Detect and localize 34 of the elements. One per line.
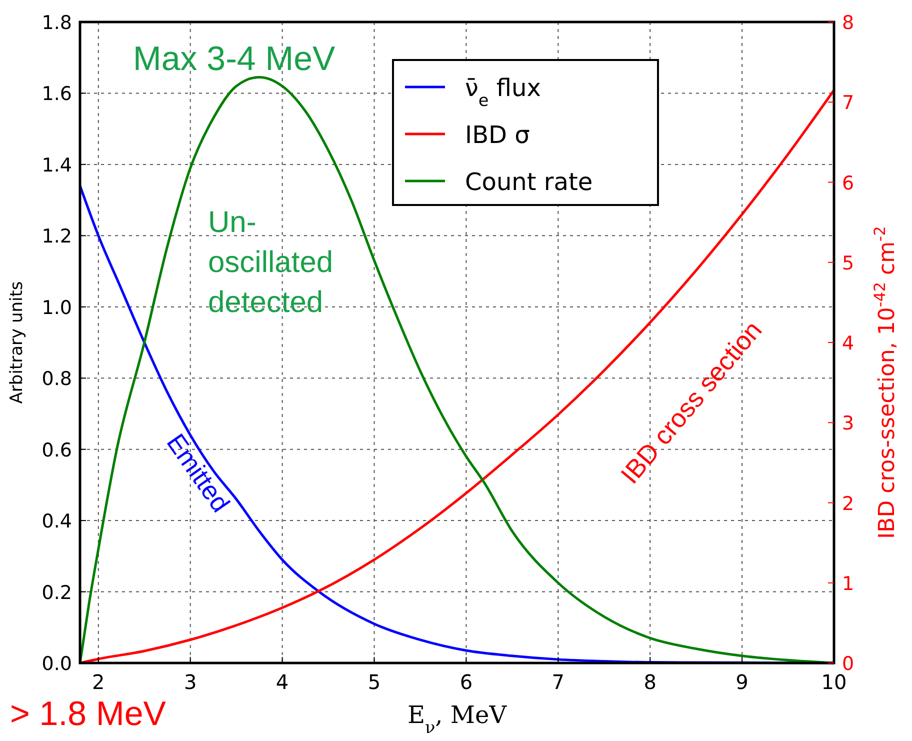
y-tick-label: 1.8 [42, 12, 72, 34]
y2-tick-label: 1 [842, 572, 854, 595]
y-tick-label: 0.6 [42, 439, 72, 462]
x-tick-label: 4 [276, 670, 289, 694]
y-tick-label: 0.0 [42, 653, 72, 675]
legend-label: IBD σ [465, 121, 530, 149]
text: > 1.8 MeV [10, 695, 166, 733]
legend-label: ν̄$_{e}$ flux [465, 74, 541, 110]
y-tick-label: 1.2 [42, 226, 72, 248]
y2-tick-label: 7 [842, 92, 854, 114]
y-axis-title: Arbitrary units [7, 281, 27, 404]
y2-tick-label: 3 [842, 412, 854, 435]
y-tick-label: 0.8 [42, 368, 72, 390]
annotation: Max 3-4 MeV [133, 40, 336, 78]
y-tick-label: 1.4 [42, 154, 72, 176]
y2-tick-label: 2 [842, 492, 854, 515]
x-tick-label: 8 [644, 670, 656, 694]
y2-tick-label: 4 [842, 332, 854, 354]
x-tick-label: 6 [460, 670, 473, 694]
y2-tick-label: 5 [842, 252, 854, 274]
x-tick-label: 5 [368, 670, 381, 694]
x-tick-label: 3 [184, 670, 197, 694]
y-tick-label: 1.6 [42, 83, 72, 106]
legend-label: Count rate [465, 168, 593, 196]
y2-tick-label: 8 [842, 12, 854, 34]
y-tick-label: 0.4 [42, 510, 72, 533]
y-tick-label: 1.0 [42, 296, 72, 319]
x-tick-label: 9 [736, 670, 748, 694]
x-axis-title: E$_{ν}$, MeV [407, 701, 508, 737]
y2-tick-label: 6 [842, 172, 854, 194]
annotation: Un- oscillated detected [208, 206, 334, 319]
y-tick-label: 0.2 [42, 582, 72, 604]
x-tick-label: 2 [92, 670, 105, 694]
x-tick-label: 7 [552, 670, 565, 694]
